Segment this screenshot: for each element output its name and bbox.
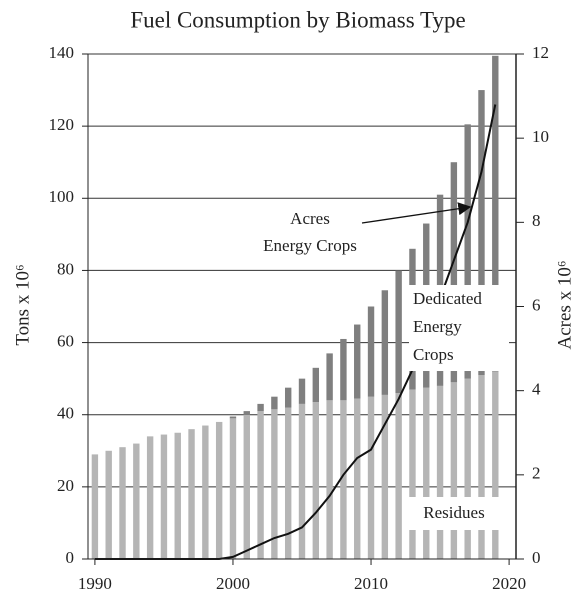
bar <box>188 429 195 559</box>
bar <box>271 396 278 410</box>
y-tick-label: 0 <box>66 548 75 567</box>
x-tick-label: 1990 <box>78 574 112 593</box>
y2-tick-label: 12 <box>532 43 549 62</box>
bar <box>423 387 430 559</box>
bar <box>284 407 292 559</box>
bar <box>202 425 209 559</box>
y2-tick-label: 10 <box>532 127 549 146</box>
bar <box>326 353 333 401</box>
line-label: Acres Energy Crops <box>263 209 357 255</box>
label-arrow <box>361 202 472 224</box>
bar <box>105 450 112 559</box>
y2-tick-label: 4 <box>532 380 541 399</box>
bar <box>478 90 485 376</box>
y-tick-label: 60 <box>57 331 74 350</box>
y-tick-label: 100 <box>49 187 75 206</box>
bar-label: Residues <box>423 503 484 522</box>
bar <box>174 432 181 559</box>
y-tick-label: 20 <box>57 476 74 495</box>
bar <box>326 400 333 559</box>
bar <box>243 411 250 415</box>
bar <box>354 398 361 559</box>
y-tick-label: 120 <box>49 115 75 134</box>
label-line: Crops <box>413 345 454 364</box>
bar <box>243 414 250 559</box>
bar <box>367 306 375 397</box>
y-axis-title: Tons x 10⁶ <box>12 264 33 345</box>
bar <box>340 400 347 559</box>
bar <box>395 393 402 559</box>
bar <box>271 409 278 559</box>
bar <box>257 411 264 559</box>
label-box <box>409 285 509 371</box>
bar <box>436 385 444 559</box>
bar <box>478 375 485 559</box>
y-tick-label: 40 <box>57 404 74 423</box>
y-tick-label: 80 <box>57 259 74 278</box>
label-box <box>407 497 501 530</box>
bar <box>119 447 126 559</box>
bar <box>492 55 499 372</box>
bar <box>160 434 168 559</box>
bar <box>229 418 237 559</box>
bar <box>340 338 347 401</box>
bar <box>312 402 320 559</box>
x-tick-label: 2020 <box>492 574 526 593</box>
bar <box>312 367 320 403</box>
bar <box>395 270 402 394</box>
bar <box>464 124 471 379</box>
x-tick-label: 2010 <box>354 574 388 593</box>
bar <box>229 416 237 419</box>
bar <box>133 443 140 559</box>
y2-tick-label: 6 <box>532 295 541 314</box>
bar <box>450 382 458 559</box>
bar <box>284 387 292 408</box>
bar <box>257 403 264 412</box>
x-tick-label: 2000 <box>216 574 250 593</box>
bar <box>492 371 499 559</box>
bar <box>91 454 99 559</box>
bar <box>367 396 375 559</box>
chart-title: Fuel Consumption by Biomass Type <box>130 7 465 32</box>
bar-label: Dedicated Energy Crops <box>413 289 482 364</box>
bar <box>381 394 389 559</box>
bar <box>381 290 389 395</box>
label-line: Energy Crops <box>263 236 357 255</box>
bar <box>354 324 361 399</box>
bar <box>298 378 306 404</box>
y2-axis-title: Acres x 10⁶ <box>554 261 575 350</box>
y2-tick-label: 8 <box>532 211 541 230</box>
y-tick-label: 140 <box>49 43 75 62</box>
label-line: Acres <box>290 209 330 228</box>
bar <box>146 436 154 559</box>
bar <box>298 403 306 559</box>
y2-tick-label: 0 <box>532 548 541 567</box>
bar <box>464 378 471 559</box>
label-line: Energy <box>413 317 462 336</box>
bar <box>409 389 416 559</box>
label-line: Dedicated <box>413 289 482 308</box>
y2-tick-label: 2 <box>532 464 541 483</box>
bar <box>450 162 458 383</box>
bar <box>215 421 223 559</box>
